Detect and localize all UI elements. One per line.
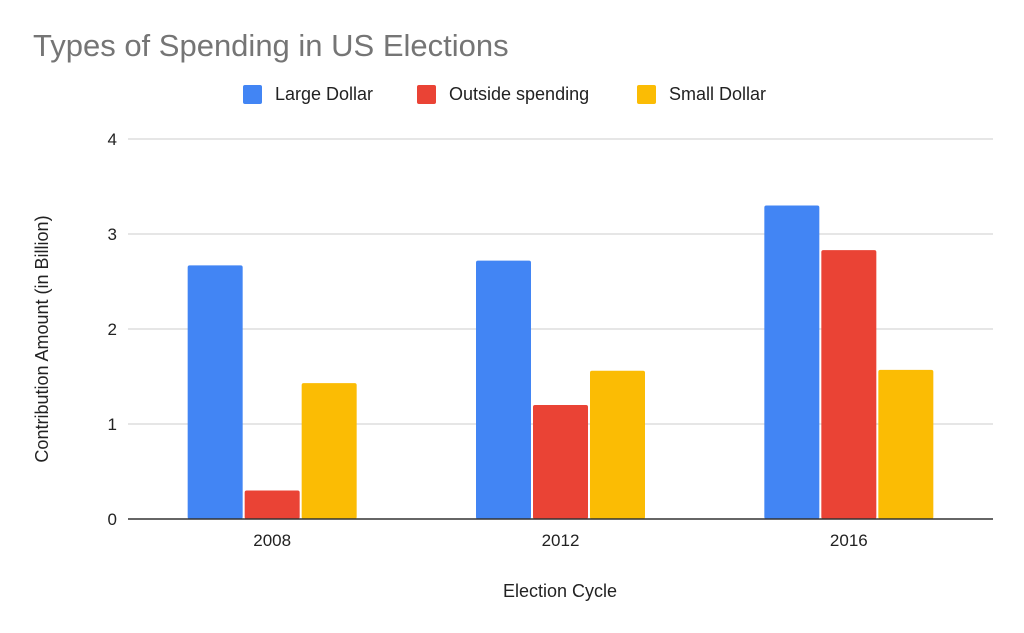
bar-outside-spending-2016: [821, 250, 877, 519]
x-tick-label: 2008: [253, 531, 291, 550]
chart-title: Types of Spending in US Elections: [33, 28, 509, 63]
x-axis-ticks: 2008 2012 2016: [253, 531, 867, 550]
legend-item-large-dollar: Large Dollar: [243, 84, 373, 105]
y-tick-label: 2: [108, 320, 117, 339]
bar-outside-spending-2012: [533, 405, 588, 519]
bar-small-dollar-2016: [878, 369, 934, 519]
y-tick-label: 4: [108, 130, 117, 149]
legend-item-small-dollar: Small Dollar: [637, 84, 766, 105]
y-tick-label: 1: [108, 415, 117, 434]
legend-label-outside-spending: Outside spending: [449, 84, 590, 104]
legend-item-outside-spending: Outside spending: [417, 84, 589, 105]
x-tick-label: 2016: [830, 531, 868, 550]
y-tick-label: 3: [108, 225, 117, 244]
y-axis-ticks: 0 1 2 3 4: [108, 130, 117, 529]
x-axis-label: Election Cycle: [503, 581, 617, 601]
bar-small-dollar-2008: [301, 383, 357, 519]
x-tick-label: 2012: [542, 531, 580, 550]
bar-small-dollar-2012: [590, 370, 645, 519]
bar-large-dollar-2012: [476, 260, 531, 519]
legend-swatch-large-dollar: [243, 85, 262, 104]
legend-label-small-dollar: Small Dollar: [669, 84, 767, 104]
legend-label-large-dollar: Large Dollar: [275, 84, 374, 104]
bar-large-dollar-2016: [764, 205, 820, 519]
bar-large-dollar-2008: [187, 265, 243, 519]
bar-outside-spending-2008: [244, 490, 300, 519]
legend-swatch-outside-spending: [417, 85, 436, 104]
legend-swatch-small-dollar: [637, 85, 656, 104]
y-axis-label: Contribution Amount (in Billion): [32, 215, 52, 462]
chart-legend: Large Dollar Outside spending Small Doll…: [0, 84, 1024, 110]
y-tick-label: 0: [108, 510, 117, 529]
bars: [187, 205, 934, 519]
